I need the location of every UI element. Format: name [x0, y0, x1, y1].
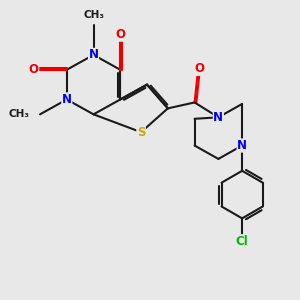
Text: N: N: [237, 139, 247, 152]
Text: N: N: [88, 48, 98, 62]
Text: O: O: [28, 63, 38, 76]
Text: O: O: [194, 62, 204, 75]
Text: Cl: Cl: [236, 235, 248, 248]
Text: O: O: [115, 28, 125, 41]
Text: CH₃: CH₃: [9, 109, 30, 119]
Text: N: N: [62, 93, 72, 106]
Text: S: S: [137, 126, 145, 139]
Text: N: N: [213, 111, 224, 124]
Text: CH₃: CH₃: [83, 10, 104, 20]
